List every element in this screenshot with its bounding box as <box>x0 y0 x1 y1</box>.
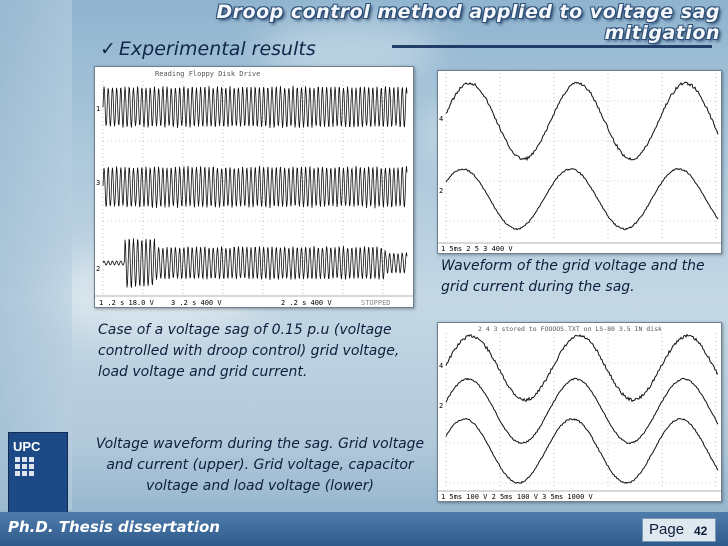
caption-line: load voltage and grid current. <box>98 364 308 380</box>
subtitle-text: Experimental results <box>118 38 316 60</box>
scope-bottom-right-scale: 1 5ms 100 V 2 5ms 100 V 3 5ms 1000 V <box>441 493 594 501</box>
logo-text: UPC <box>13 439 41 454</box>
upc-logo-mark <box>15 457 34 476</box>
caption-right-top: Waveform of the grid voltage and the gri… <box>441 256 705 298</box>
trace-load-voltage <box>445 417 719 485</box>
footer-thesis-label: Ph.D. Thesis dissertation <box>8 518 220 536</box>
scope-top-right-scale: 1 5ms 2 5 3 400 V <box>441 245 513 253</box>
trace-grid-voltage <box>102 85 408 129</box>
caption-line: controlled with droop control) grid volt… <box>98 343 400 359</box>
scope-left-plot: Reading Floppy Disk Drive 1 3 2 1 .2 s 1… <box>95 67 413 307</box>
page-number-box: Page 42 <box>642 518 716 542</box>
caption-left-top: Case of a voltage sag of 0.15 p.u (volta… <box>98 320 399 383</box>
scope-bottom-right: 2 4 3 stored to FOOOOS.TXT on LS-80 3.5 … <box>437 322 722 502</box>
slide-subtitle: ✓ Experimental results <box>100 38 316 60</box>
scope-left-status: STOPPED <box>361 299 391 307</box>
scope-left-ch1-scale: 1 .2 s 18.0 V <box>99 299 155 307</box>
scope-top-right: 4 2 1 5ms 2 5 3 400 V <box>437 70 722 254</box>
trace-capacitor-voltage <box>445 377 719 445</box>
channel-2-marker: 2 <box>96 265 100 273</box>
channel-3-marker: 3 <box>96 179 100 187</box>
trace-grid-current <box>102 238 408 288</box>
footer-bar <box>0 512 728 546</box>
page-label: Page <box>649 521 685 538</box>
scope-left-ch2-scale: 3 .2 s 400 V <box>171 299 222 307</box>
page-number: 42 <box>694 524 708 538</box>
slide-title: Droop control method applied to voltage … <box>216 1 720 44</box>
svg-text:4: 4 <box>439 115 443 123</box>
left-decorative-band <box>0 0 72 510</box>
scope-bottom-right-plot: 2 4 3 stored to FOOOOS.TXT on LS-80 3.5 … <box>438 323 721 501</box>
scope-bottom-right-header: 2 4 3 stored to FOOOOS.TXT on LS-80 3.5 … <box>478 325 662 333</box>
caption-left-bottom: Voltage waveform during the sag. Grid vo… <box>84 434 436 497</box>
channel-1-marker: 1 <box>96 105 100 113</box>
caption-line: Case of a voltage sag of 0.15 p.u (volta… <box>98 322 392 338</box>
caption-line: Voltage waveform during the sag. Grid vo… <box>95 436 425 452</box>
svg-text:2: 2 <box>439 402 443 410</box>
scope-top-right-plot: 4 2 1 5ms 2 5 3 400 V <box>438 71 721 253</box>
scope-left-ch3-scale: 2 .2 s 400 V <box>281 299 332 307</box>
caption-line: voltage and load voltage (lower) <box>146 478 374 494</box>
caption-line: Waveform of the grid voltage and the <box>441 258 705 274</box>
upc-logo: UPC <box>8 432 68 516</box>
title-underline <box>392 45 712 48</box>
caption-line: grid current during the sag. <box>441 279 635 295</box>
trace-load-voltage <box>102 165 408 209</box>
trace-grid-voltage <box>445 81 719 162</box>
scope-left: Reading Floppy Disk Drive 1 3 2 1 .2 s 1… <box>94 66 414 308</box>
trace-grid-voltage <box>445 333 719 403</box>
caption-line: and current (upper). Grid voltage, capac… <box>106 457 414 473</box>
svg-text:4: 4 <box>439 362 443 370</box>
svg-text:2: 2 <box>439 187 443 195</box>
trace-grid-current <box>445 167 719 231</box>
checkmark-icon: ✓ <box>100 38 116 60</box>
scope-left-header: Reading Floppy Disk Drive <box>155 70 260 78</box>
